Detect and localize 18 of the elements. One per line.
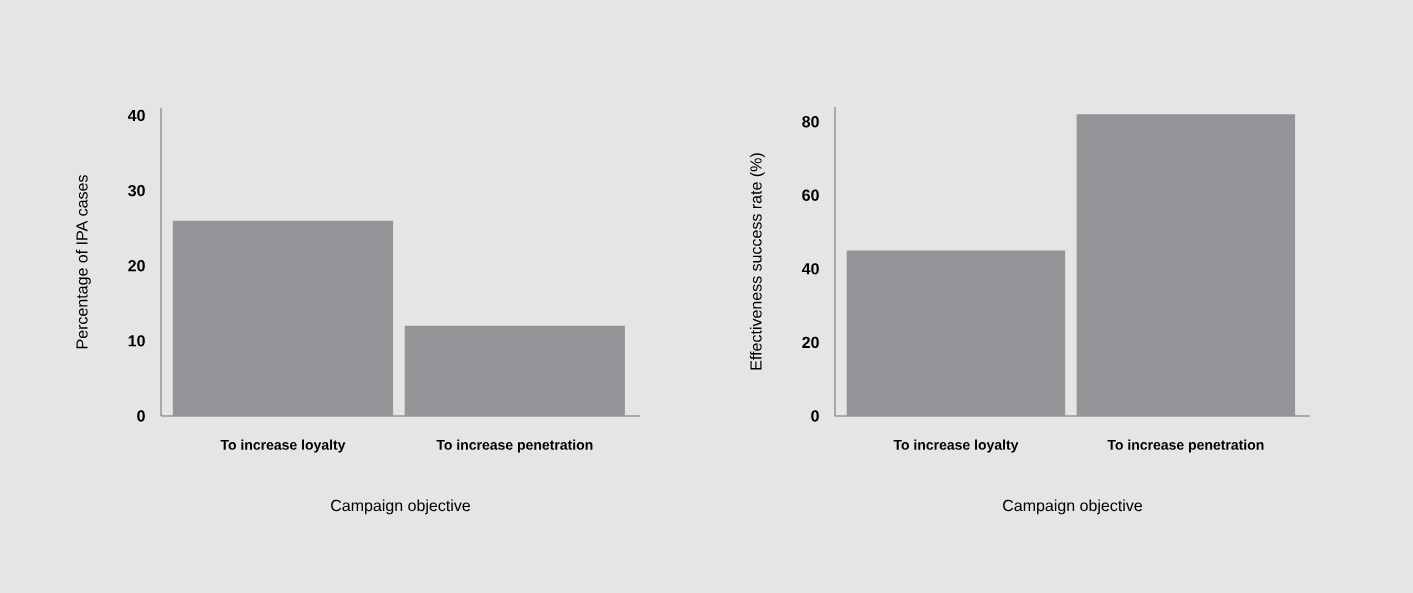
x-tick-label: To increase penetration (1107, 439, 1264, 453)
y-tick-label: 0 (137, 410, 145, 422)
y-tick-label: 20 (802, 336, 819, 349)
y-axis-title: Percentage of IPA cases (75, 175, 91, 349)
y-tick-label: 40 (801, 263, 819, 275)
y-tick-label: 80 (802, 116, 819, 128)
x-axis-title: Campaign objective (331, 499, 471, 515)
y-tick-label: 40 (127, 109, 145, 122)
y-tick-label: 20 (128, 260, 145, 272)
y-tick-label: 10 (128, 335, 145, 347)
y-axis-title: Effectiveness success rate (%) (749, 153, 765, 370)
y-tick-label: 30 (128, 184, 145, 197)
x-tick-label: To increase loyalty (893, 439, 1019, 453)
x-axis-title: Campaign objective (1003, 499, 1143, 515)
y-tick-label: 0 (811, 410, 819, 422)
x-tick-label: To increase penetration (436, 439, 593, 453)
y-tick-label: 60 (802, 189, 819, 201)
x-tick-label: To increase loyalty (220, 439, 346, 453)
